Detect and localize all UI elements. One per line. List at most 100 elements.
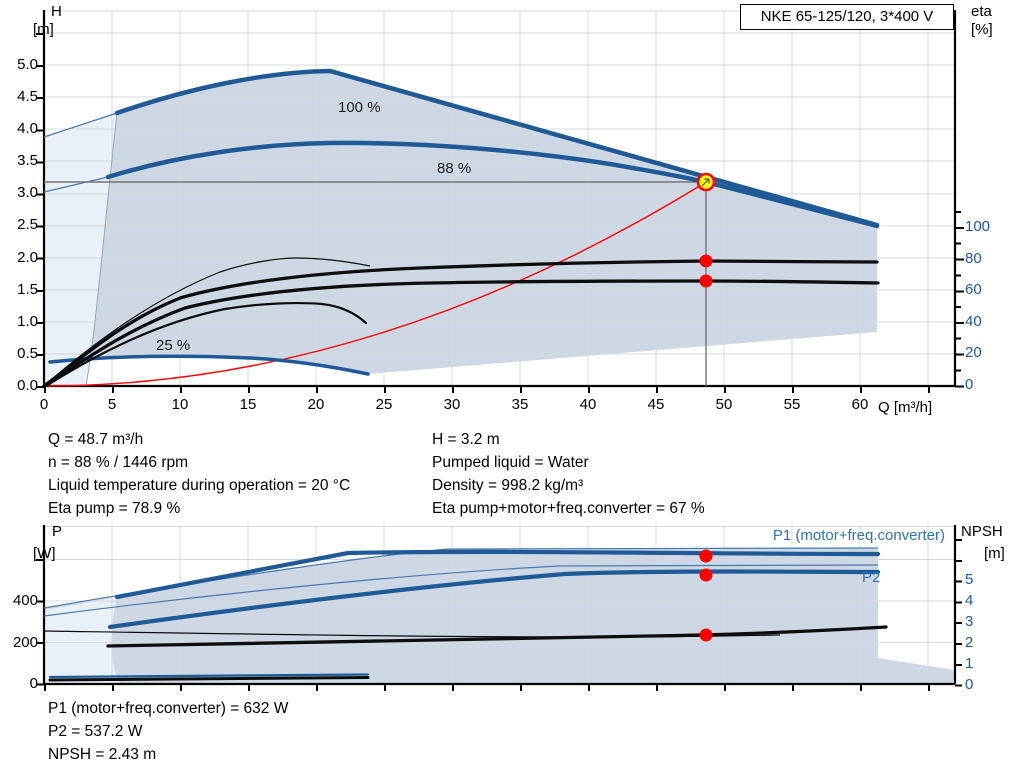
result-line: NPSH = 2.43 m [48, 746, 157, 763]
q-tick-label: 35 [511, 396, 529, 413]
h-tick-label: 0.5 [17, 344, 38, 362]
curve-p2-100-thin [43, 564, 879, 617]
envelope-thin-line-upper [43, 112, 118, 138]
eta-tick-label: 80 [965, 249, 982, 267]
results-top-right: H = 3.2 m Pumped liquid = Water Density = … [432, 428, 705, 520]
eta-tick-label: 100 [965, 218, 991, 235]
h-axis-unit: [m] [33, 21, 54, 38]
bottom-qmin-fill [44, 597, 119, 684]
curve-p2 [107, 569, 881, 630]
p2-curve-label: P2 [862, 569, 881, 586]
duty-point-arrow-icon [701, 178, 710, 187]
top-grid-vertical [111, 10, 929, 386]
eta-axis-tick-labels: 100 80 60 40 20 0 [965, 218, 1005, 394]
p2-point [699, 568, 713, 582]
eta-tick-label: 0 [965, 375, 974, 393]
p-tick-label: 0 [29, 675, 38, 692]
q-tick-label: 15 [239, 396, 257, 413]
npsh-axis-unit: [m] [984, 545, 1005, 562]
h-tick-label: 0.0 [17, 376, 38, 394]
eta-axis-name: eta [971, 3, 992, 20]
q-tick-label: 25 [375, 396, 393, 413]
q-tick-label: 60 [851, 396, 869, 413]
curve-npsh [106, 625, 888, 648]
speed-88-label: 88 % [437, 160, 471, 177]
bottom-grid-horizontal [44, 526, 955, 643]
h-axis-name: H [51, 3, 62, 20]
npsh-tick-label: 2 [965, 634, 974, 651]
result-line: Density = 998.2 kg/m³ [432, 477, 584, 494]
h-tick-label: 4.5 [17, 88, 38, 106]
p-axis-tick-labels: 400 200 0 [0, 592, 38, 693]
eta-pump-point [699, 254, 713, 268]
p-axis-unit: [W] [33, 545, 56, 562]
h-axis-tick-labels: 5.0 4.5 4.0 3.5 3.0 2.5 2.0 1.5 1.0 0.5 0.0 [0, 56, 38, 395]
bottom-envelope-fill [44, 548, 955, 684]
npsh-tick-label: 1 [965, 655, 974, 672]
h-tick-label: 3.0 [17, 184, 38, 202]
result-line: P2 = 537.2 W [48, 723, 143, 740]
result-line: P1 (motor+freq.converter) = 632 W [48, 700, 289, 717]
envelope-thin-line-lower [43, 176, 109, 193]
result-line: Pumped liquid = Water [432, 454, 589, 471]
curve-eta-pump [42, 259, 879, 388]
q-tick-label: 5 [107, 396, 117, 413]
p-axis-ticks [36, 559, 44, 686]
h-tick-label: 5.0 [17, 56, 38, 73]
results-top-left: Q = 48.7 m³/h n = 88 % / 1446 rpm Liquid t… [48, 428, 350, 520]
eta-axis-minor-ticks [955, 211, 961, 372]
q-axis-unit: Q [m³/h] [878, 399, 933, 416]
top-qmin-fill [44, 113, 117, 386]
result-line: H = 3.2 m [432, 431, 500, 448]
h-tick-label: 4.0 [17, 120, 38, 138]
q-tick-label: 30 [443, 396, 461, 413]
curve-h-88 [105, 140, 880, 229]
eta-tick-label: 60 [965, 281, 982, 299]
result-line: Liquid temperature during operation = 20… [48, 477, 351, 494]
q-tick-label: 10 [171, 396, 189, 413]
speed-min-label: 25 % [156, 337, 190, 354]
npsh-tick-label: 5 [965, 571, 974, 588]
curve-h-100 [114, 68, 880, 228]
npsh-tick-label: 4 [965, 592, 974, 609]
p-tick-label: 200 [12, 633, 38, 651]
q-axis-tick-labels: 0 5 10 15 20 25 30 35 40 45 50 55 60 [26, 397, 878, 413]
h-tick-label: 1.0 [17, 312, 38, 330]
curve-eta-total [42, 279, 880, 388]
result-line: n = 88 % / 1446 rpm [48, 454, 189, 471]
results-bottom: P1 (motor+freq.converter) = 632 W P2 = 53… [48, 697, 288, 766]
curve-p-min-speed-black [48, 676, 370, 682]
h-tick-label: 2.5 [17, 216, 38, 234]
npsh-point [699, 628, 713, 642]
bottom-grid-vertical [111, 525, 929, 684]
q-tick-label: 40 [579, 396, 597, 413]
q-tick-label: 0 [39, 396, 49, 413]
p-axis-name: P [52, 523, 63, 540]
q-tick-label: 50 [715, 396, 733, 413]
curve-p1 [114, 549, 881, 600]
p1-curve-label: P1 (motor+freq.converter) [772, 527, 945, 544]
npsh-axis-name: NPSH [961, 523, 1003, 540]
h-tick-label: 3.5 [17, 152, 38, 170]
h-tick-label: 2.0 [17, 248, 38, 266]
h-tick-label: 1.5 [17, 280, 38, 298]
p1-point [699, 549, 713, 563]
npsh-tick-label: 0 [965, 676, 974, 693]
result-line: Q = 48.7 m³/h [48, 431, 144, 448]
pump-title-box: NKE 65-125/120, 3*400 V [740, 4, 954, 30]
q-axis-ticks-bottom [44, 685, 930, 691]
q-axis-ticks-top [44, 387, 930, 393]
system-curve [43, 181, 707, 387]
eta-total-point [699, 274, 713, 288]
speed-100-label: 100 % [338, 99, 381, 116]
result-line: Eta pump+motor+freq.converter = 67 % [432, 500, 705, 517]
h-axis-ticks [36, 33, 44, 388]
eta-axis-unit: [%] [971, 21, 993, 38]
q-tick-label: 55 [783, 396, 801, 413]
npsh-axis-tick-labels: 5 4 3 2 1 0 [965, 571, 995, 694]
q-tick-label: 20 [307, 396, 325, 413]
curve-h-min-speed [48, 354, 370, 376]
curve-eta-thin [43, 257, 371, 387]
